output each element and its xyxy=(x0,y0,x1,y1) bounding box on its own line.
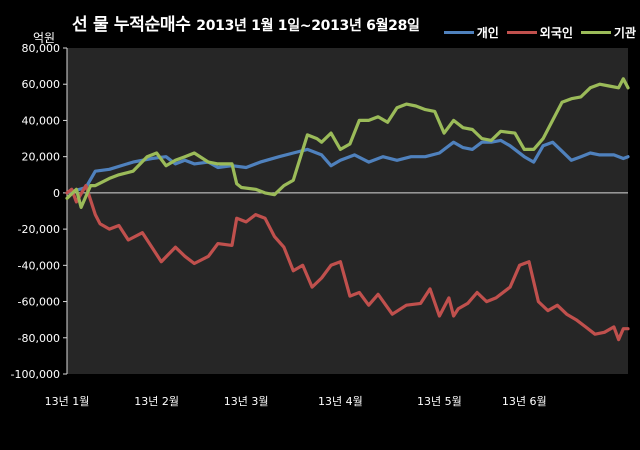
legend-label: 기관 xyxy=(613,26,636,40)
x-tick-label: 13년 4월 xyxy=(318,395,363,408)
series-line-1 xyxy=(65,138,630,195)
x-tick-label: 13년 2월 xyxy=(134,395,179,408)
x-tick-label: 13년 5월 xyxy=(417,395,462,408)
y-tick-label: -40,000 xyxy=(18,259,60,272)
y-axis-unit-label: 억원 xyxy=(33,31,56,45)
x-tick-label: 13년 1월 xyxy=(45,395,90,408)
y-tick-label: 20,000 xyxy=(22,151,61,164)
x-tick-label: 13년 6월 xyxy=(502,395,547,408)
plot-area xyxy=(67,48,628,374)
y-tick-label: -100,000 xyxy=(11,368,60,381)
chart-title-block: 선 물 누적순매수 2013년 1월 1일~2013년 6월28일 xyxy=(72,10,420,35)
y-tick-label: 60,000 xyxy=(22,78,61,91)
chart-legend: 개인 외국인 기관 xyxy=(443,24,636,41)
series-line-2 xyxy=(65,184,630,342)
legend-label: 외국인 xyxy=(539,26,573,40)
y-tick-label: -80,000 xyxy=(18,332,60,345)
y-tick-label: -60,000 xyxy=(18,296,60,309)
legend-swatch xyxy=(443,31,474,34)
y-tick-label: 0 xyxy=(53,187,60,200)
legend-label: 개인 xyxy=(476,26,499,40)
y-tick-label: -20,000 xyxy=(18,223,60,236)
legend-item: 기관 xyxy=(580,24,636,41)
legend-item: 개인 xyxy=(443,24,499,41)
legend-item: 외국인 xyxy=(506,24,573,41)
y-tick-label: 80,000 xyxy=(22,42,61,55)
x-tick-label: 13년 3월 xyxy=(224,395,269,408)
legend-swatch xyxy=(580,31,611,34)
chart-subtitle: 2013년 1월 1일~2013년 6월28일 xyxy=(196,18,420,34)
legend-swatch xyxy=(506,31,537,34)
y-tick-label: 40,000 xyxy=(22,114,61,127)
chart-title: 선 물 누적순매수 xyxy=(72,15,191,35)
series-line-3 xyxy=(65,77,630,209)
